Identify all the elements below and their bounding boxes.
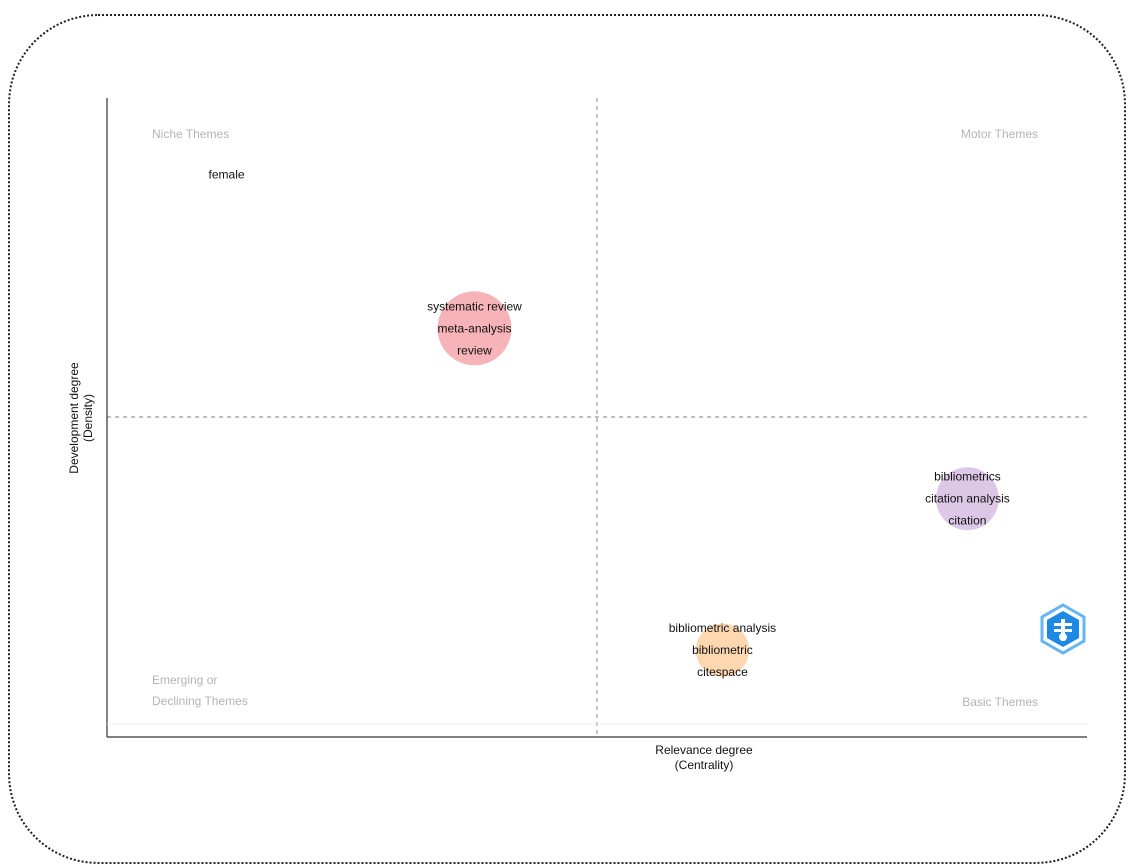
x-axis-title: Relevance degree [655, 743, 753, 757]
quadrant-label-top-left: Niche Themes [152, 127, 229, 141]
y-axis-title: Development degree [67, 362, 81, 474]
y-axis-title: (Density) [81, 394, 95, 442]
cluster-label: citation [948, 514, 986, 528]
clusters: female systematic review meta-analysis revi… [209, 167, 1010, 679]
cluster-bubble [935, 467, 999, 531]
quadrant-label-bottom-right: Basic Themes [962, 695, 1038, 709]
cluster-label: citation analysis [925, 492, 1010, 506]
axis-titles: Relevance degree(Centrality) Development … [67, 362, 753, 772]
cluster-label: citespace [697, 665, 748, 679]
cluster-label: bibliometric analysis [669, 621, 776, 635]
axes [106, 98, 1087, 738]
cluster-3: bibliometric analysis bibliometric citespa… [669, 621, 776, 679]
quadrant-label-bottom-left: Emerging or [152, 673, 217, 687]
cluster-1: systematic review meta-analysis review [427, 291, 522, 366]
quadrant-dividers [107, 98, 1087, 737]
quadrant-labels: Niche Themes Motor Themes Emerging or Decli… [152, 127, 1038, 709]
cluster-0: female [209, 167, 245, 181]
cluster-label: review [457, 343, 492, 357]
quadrant-label-top-right: Motor Themes [961, 127, 1038, 141]
quadrant-label-bottom-left: Declining Themes [152, 694, 248, 708]
cluster-bubble [437, 291, 512, 366]
x-axis-title: (Centrality) [675, 758, 734, 772]
cluster-label: meta-analysis [437, 321, 511, 335]
cluster-label: bibliometric [692, 643, 753, 657]
cluster-label: female [209, 167, 245, 181]
cluster-label: bibliometrics [934, 470, 1001, 484]
cluster-2: bibliometrics citation analysis citation [925, 467, 1010, 531]
cluster-label: systematic review [427, 299, 522, 313]
bibliometrix-logo-icon [1040, 603, 1086, 655]
cluster-bubble [695, 623, 750, 677]
thematic-map-chart: Niche Themes Motor Themes Emerging or Decli… [67, 98, 1087, 772]
